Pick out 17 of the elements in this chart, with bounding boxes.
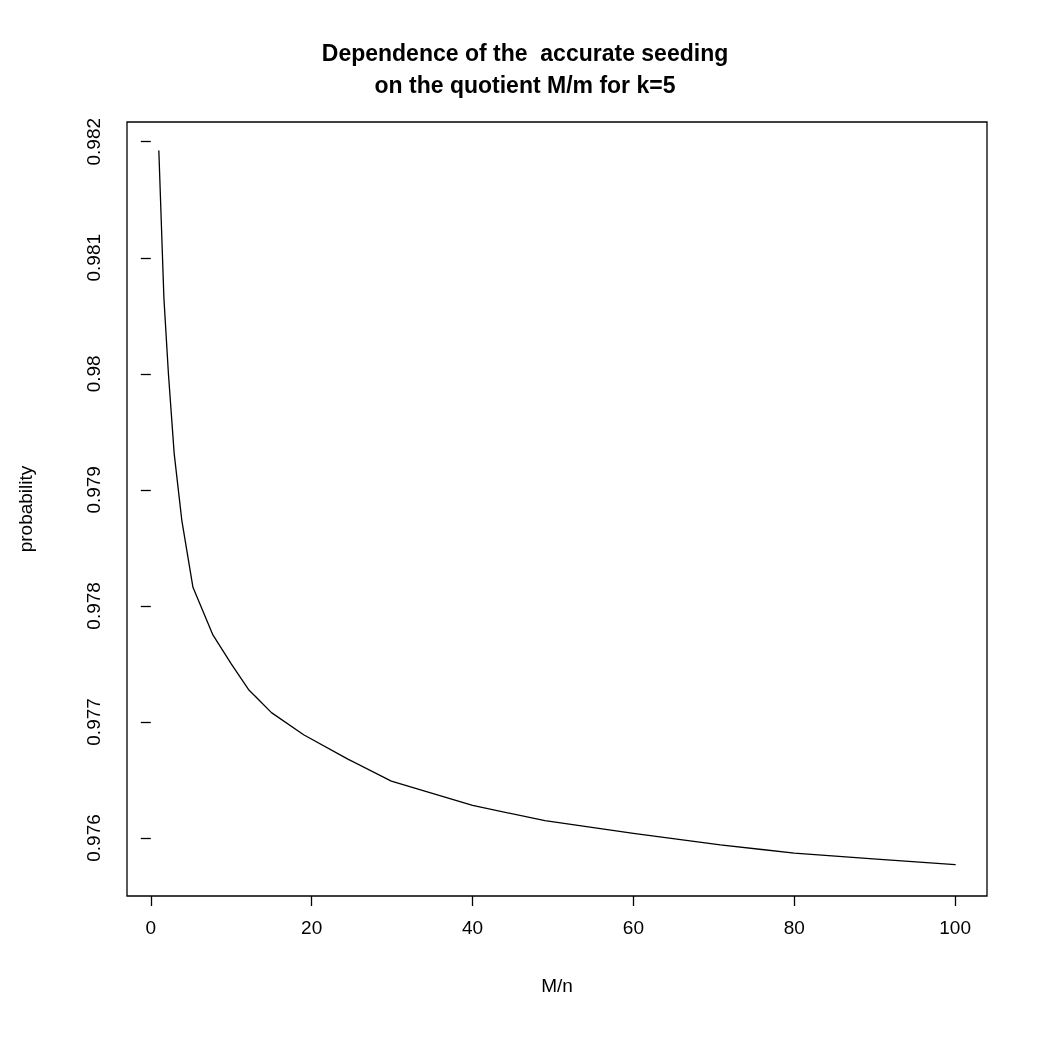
x-tick-label: 0 — [145, 917, 157, 938]
y-tick-label: 0.978 — [83, 582, 104, 630]
x-tick-label: 60 — [622, 917, 644, 938]
x-axis-title: M/n — [541, 975, 573, 996]
x-tick-label: 100 — [939, 917, 971, 938]
y-tick-label: 0.981 — [83, 234, 104, 282]
x-tick-label: 80 — [783, 917, 805, 938]
y-axis-title: probability — [15, 465, 36, 553]
y-tick-label: 0.976 — [83, 814, 104, 862]
x-tick-label: 20 — [301, 917, 323, 938]
y-tick-label: 0.982 — [83, 117, 104, 166]
y-tick-label: 0.977 — [83, 698, 104, 746]
line-series — [158, 150, 956, 866]
y-tick-label: 0.98 — [83, 355, 104, 393]
x-tick-label: 40 — [461, 917, 484, 938]
chart-title: Dependence of the accurate seeding on the quotient M/m for k=5 — [321, 40, 729, 98]
y-tick-label: 0.979 — [83, 466, 104, 514]
